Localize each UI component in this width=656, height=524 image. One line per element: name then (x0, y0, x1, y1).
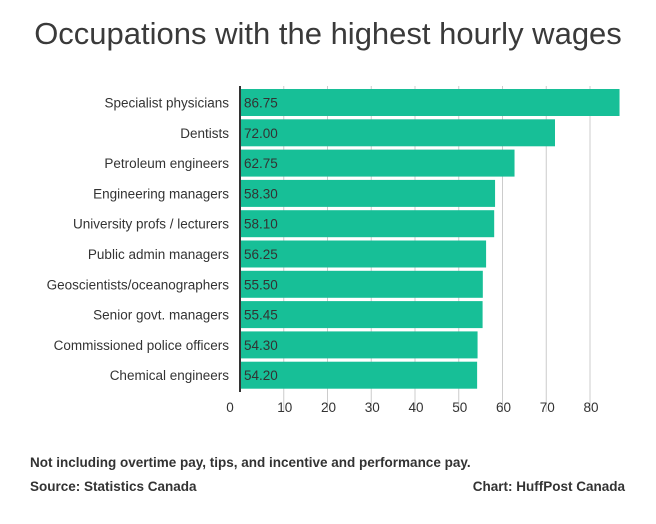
x-tick-label: 40 (408, 400, 423, 415)
bar (240, 210, 495, 238)
bar (240, 301, 483, 329)
category-label: Geoscientists/oceanographers (47, 277, 230, 292)
value-labels: 86.75 72.00 62.75 58.30 58.10 56.25 55.50 55.45… (244, 96, 278, 384)
bar (240, 240, 487, 268)
category-label: Specialist physicians (104, 96, 229, 111)
bar (240, 361, 478, 389)
chart-credit: Chart: HuffPost Canada (472, 479, 625, 494)
bar (240, 179, 496, 207)
value-label: 86.75 (244, 96, 278, 111)
category-label: Chemical engineers (110, 368, 230, 383)
value-label: 72.00 (244, 126, 278, 141)
x-tick-label: 0 (226, 400, 234, 415)
x-tick-label: 70 (540, 400, 555, 415)
x-tick-label: 30 (365, 400, 380, 415)
category-label: Engineering managers (93, 186, 229, 201)
category-label: University profs / lecturers (73, 217, 229, 232)
value-label: 58.10 (244, 217, 278, 232)
category-label: Commissioned police officers (54, 338, 230, 353)
x-tick-label: 80 (583, 400, 598, 415)
bar (240, 331, 478, 359)
category-label: Public admin managers (88, 247, 229, 262)
bar (240, 119, 555, 147)
bar (240, 149, 515, 177)
x-tick-label: 20 (321, 400, 336, 415)
category-label: Senior govt. managers (93, 308, 229, 323)
category-label: Dentists (180, 126, 229, 141)
value-label: 55.50 (244, 277, 278, 292)
source-note: Source: Statistics Canada (30, 479, 197, 494)
chart-title: Occupations with the highest hourly wage… (34, 16, 622, 51)
value-label: 54.30 (244, 338, 278, 353)
value-label: 55.45 (244, 308, 278, 323)
value-label: 58.30 (244, 186, 278, 201)
value-label: 62.75 (244, 156, 278, 171)
bar (240, 89, 620, 116)
bars (240, 89, 620, 389)
x-tick-label: 50 (452, 400, 467, 415)
value-label: 54.20 (244, 368, 278, 383)
x-tick-label: 60 (496, 400, 511, 415)
category-label: Petroleum engineers (104, 156, 229, 171)
x-tick-label: 10 (277, 400, 292, 415)
x-axis-ticks: 0 10 20 30 40 50 60 70 80 (226, 400, 598, 415)
bar (240, 270, 483, 298)
value-label: 56.25 (244, 247, 278, 262)
category-labels: Specialist physicians Dentists Petroleum e… (47, 96, 230, 384)
footnote: Not including overtime pay, tips, and in… (30, 455, 471, 470)
